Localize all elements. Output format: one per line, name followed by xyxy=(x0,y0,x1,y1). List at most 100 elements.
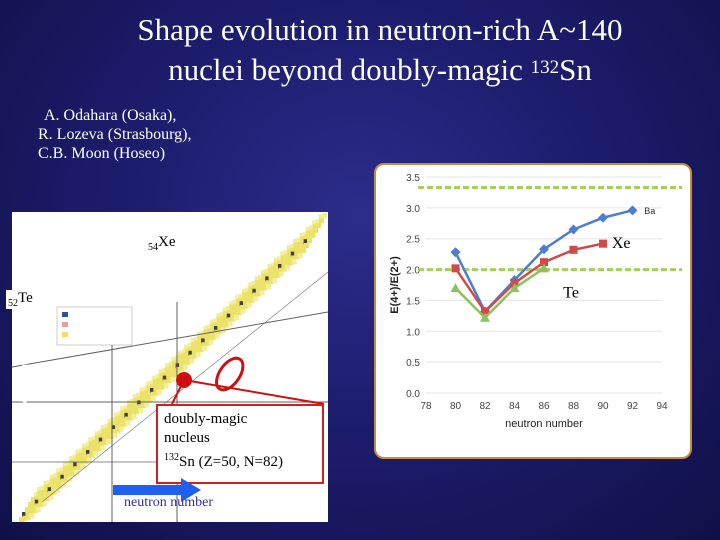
nuclide-cell xyxy=(140,395,146,401)
nuclide-cell xyxy=(256,291,262,297)
x-tick-label: 82 xyxy=(479,401,491,412)
nuclide-cell xyxy=(31,497,36,502)
nuclide-cell xyxy=(91,436,97,442)
proton-axis-label: proton number xyxy=(16,342,31,413)
nuclide-cell xyxy=(128,415,134,421)
nuclide-cell xyxy=(306,234,312,240)
nuclide-cell xyxy=(178,358,184,364)
nuclide-cell xyxy=(77,465,82,470)
nuclide-cell xyxy=(120,406,126,412)
nuclide-cell xyxy=(166,374,172,380)
nuclide-cell xyxy=(69,463,75,469)
nuclide-cell xyxy=(316,223,321,228)
nuclide-cell xyxy=(173,372,178,377)
nuclide-cell xyxy=(280,255,286,261)
nuclide-cell xyxy=(303,239,309,245)
nuclide-cell xyxy=(108,426,114,432)
nuclide-cell xyxy=(236,306,242,312)
nuclide-cell xyxy=(213,322,219,328)
data-point xyxy=(539,263,549,273)
nuclide-cell xyxy=(262,285,268,291)
nuclide-cell xyxy=(309,225,315,231)
nuclide-cell xyxy=(220,319,226,325)
nuclide-cell xyxy=(56,472,62,478)
nuclide-cell xyxy=(48,491,53,496)
nuclide-cell xyxy=(124,409,129,414)
nuclide-cell xyxy=(200,334,206,340)
arrow-head-icon xyxy=(181,478,201,502)
nuclide-cell xyxy=(286,245,292,251)
data-point xyxy=(598,212,608,223)
nuclide-cell xyxy=(210,327,216,333)
nuclide-cell xyxy=(267,263,273,269)
y-tick-label: 3.0 xyxy=(406,204,420,215)
nuclide-cell xyxy=(296,237,302,243)
nuclide-cell xyxy=(47,487,53,493)
nuclide-cell xyxy=(281,266,287,272)
nuclide-cell xyxy=(255,283,261,289)
nuclide-cell xyxy=(29,513,35,519)
nuclide-cell xyxy=(208,336,213,341)
nuclide-cell xyxy=(192,353,198,359)
nuclide-cell xyxy=(230,316,236,322)
nuclide-cell xyxy=(299,236,305,242)
nuclide-cell xyxy=(34,499,40,505)
nuclide-cell xyxy=(198,347,204,353)
nuclide-cell xyxy=(99,441,105,447)
nuclide-cell xyxy=(134,405,140,411)
nuclide-cell xyxy=(288,260,294,266)
callout-line-3: 132Sn (Z=50, N=82) xyxy=(164,448,316,472)
nuclide-cell xyxy=(182,364,188,370)
author-3: C.B. Moon (Hoseo) xyxy=(38,145,166,162)
nuclide-cell xyxy=(144,401,150,407)
nuclide-cell xyxy=(153,383,158,388)
nuclide-cell xyxy=(25,507,30,512)
nuclide-cell xyxy=(60,471,65,476)
nuclide-cell xyxy=(106,439,111,444)
nuclide-cell xyxy=(188,347,193,352)
callout-line-1: doubly-magic xyxy=(164,411,248,427)
nuclide-cell xyxy=(53,473,59,479)
nuclide-cell xyxy=(223,314,229,320)
data-point xyxy=(450,283,461,293)
nuclide-cell xyxy=(194,337,199,342)
nuclide-cell xyxy=(149,380,155,386)
nuclide-cell xyxy=(34,495,40,501)
nuclide-cell xyxy=(284,261,290,267)
nuclide-cell xyxy=(210,323,216,329)
nuclide-cell xyxy=(172,364,178,370)
nuclide-cell xyxy=(25,510,31,516)
nuclide-cell xyxy=(194,340,200,346)
y-tick-label: 3.5 xyxy=(406,173,420,184)
nuclide-cell xyxy=(127,404,132,409)
title-line-2: nuclei beyond doubly-magic 132Sn xyxy=(60,50,700,90)
data-point xyxy=(599,239,607,248)
nuclide-cell xyxy=(179,365,185,371)
nuclide-cell xyxy=(270,262,276,268)
nuclide-cell xyxy=(56,468,62,474)
nuclide-cell xyxy=(127,407,133,413)
nuclide-cell xyxy=(147,396,153,402)
nuclide-cell xyxy=(28,505,34,511)
nuclide-cell xyxy=(232,299,238,305)
nuclide-cell xyxy=(209,319,215,325)
nuclide-cell xyxy=(95,438,101,444)
nuclide-cell xyxy=(50,478,56,484)
nuclide-cell xyxy=(79,456,85,462)
nuclide-cell xyxy=(219,312,225,318)
nuclide-cell xyxy=(162,368,167,373)
grid-line xyxy=(12,311,328,368)
nuclide-cell xyxy=(278,264,283,269)
data-point xyxy=(568,224,579,235)
nuclide-cell xyxy=(239,301,245,307)
nuclide-cell xyxy=(123,405,129,411)
nuclide-cell xyxy=(278,271,284,277)
nuclide-cell xyxy=(195,348,201,354)
nuclide-cell xyxy=(243,300,248,305)
data-point xyxy=(569,245,578,254)
nuclide-cell xyxy=(42,501,47,506)
nuclide-cell xyxy=(271,270,277,276)
nuclide-cell xyxy=(214,333,220,339)
nuclide-cell xyxy=(249,297,255,303)
nuclide-cell xyxy=(226,306,231,311)
